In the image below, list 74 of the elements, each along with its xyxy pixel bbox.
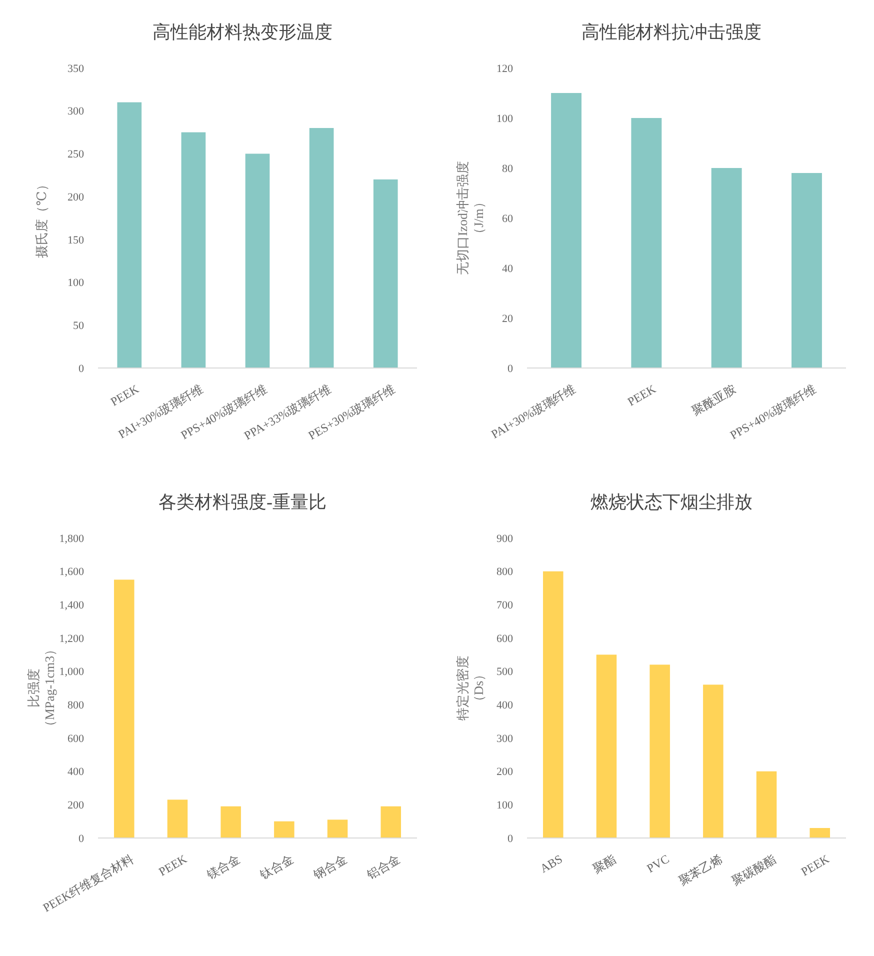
bar (373, 179, 398, 368)
y-tick-label: 0 (78, 832, 84, 845)
x-tick-label: 镁合金 (203, 852, 243, 882)
y-tick-label: 1,000 (59, 666, 84, 678)
bar (703, 684, 724, 838)
chart-title: 高性能材料抗冲击强度 (582, 22, 762, 42)
y-tick-label: 1,600 (59, 566, 84, 578)
bar (181, 132, 206, 368)
y-tick-label: 1,200 (59, 632, 84, 645)
bar (650, 664, 670, 838)
chart-title: 各类材料强度-重量比 (158, 492, 326, 512)
y-tick-label: 100 (496, 800, 514, 812)
x-tick-label: ABS (538, 852, 565, 876)
y-tick-label: 1,800 (59, 532, 84, 545)
bar (380, 806, 401, 838)
y-tick-label: 800 (496, 566, 514, 578)
y-axis-title: 无切口Izod冲击强度（J/m） (455, 160, 486, 276)
y-tick-label: 350 (68, 62, 84, 75)
y-tick-label: 400 (496, 700, 514, 712)
y-tick-label: 0 (508, 362, 514, 375)
y-tick-label: 250 (68, 148, 84, 161)
x-tick-label: 聚苯乙烯 (676, 852, 725, 888)
x-tick-label: 聚碳酸酯 (730, 852, 778, 888)
y-tick-label: 0 (78, 362, 84, 375)
bar (596, 654, 617, 838)
y-tick-label: 900 (496, 532, 514, 545)
bar (220, 806, 241, 838)
y-tick-label: 80 (502, 162, 514, 175)
bar (309, 128, 334, 368)
bar (810, 828, 830, 838)
y-tick-label: 1,400 (59, 600, 84, 612)
chart-title: 燃烧状态下烟尘排放 (590, 492, 752, 512)
y-tick-label: 200 (68, 191, 84, 204)
x-tick-label: 钛合金 (256, 852, 296, 882)
x-tick-label: 铝合金 (364, 852, 403, 882)
bar (245, 154, 270, 368)
y-tick-label: 200 (496, 766, 514, 778)
y-axis-title: 摄氏度（℃） (34, 178, 49, 258)
y-tick-label: 600 (68, 732, 84, 745)
bar (543, 571, 564, 838)
bar (327, 820, 348, 838)
y-axis-title: 特定光密度（Ds） (455, 656, 486, 720)
y-tick-label: 100 (496, 112, 514, 125)
bar (756, 771, 777, 838)
x-tick-label: 聚酰亚胺 (690, 382, 738, 418)
y-tick-label: 800 (68, 700, 84, 712)
bar (114, 580, 134, 838)
y-tick-label: 600 (496, 632, 514, 645)
y-tick-label: 300 (496, 732, 514, 745)
y-tick-label: 120 (496, 62, 514, 75)
x-tick-label: 聚酯 (590, 852, 618, 876)
y-tick-label: 40 (502, 262, 514, 275)
y-tick-label: 20 (502, 312, 514, 325)
y-tick-label: 50 (73, 320, 84, 332)
bar (791, 173, 822, 368)
y-tick-label: 400 (68, 766, 84, 778)
chart-title: 高性能材料热变形温度 (152, 22, 332, 42)
y-axis-title: 比强度（MPag-1cm3） (26, 642, 57, 734)
bar (711, 168, 742, 368)
y-tick-label: 300 (68, 106, 84, 118)
y-tick-label: 200 (68, 800, 84, 812)
bar (117, 102, 142, 368)
x-tick-label: PVC (644, 852, 672, 876)
y-tick-label: 0 (508, 832, 514, 845)
y-tick-label: 60 (502, 212, 514, 225)
bar (551, 93, 582, 368)
bar (631, 118, 662, 368)
x-tick-label: 钢合金 (310, 852, 350, 882)
y-tick-label: 100 (68, 277, 84, 290)
y-tick-label: 700 (496, 600, 514, 612)
y-tick-label: 500 (496, 666, 514, 678)
bar (274, 821, 294, 838)
y-tick-label: 150 (68, 234, 84, 246)
bar (167, 800, 188, 838)
